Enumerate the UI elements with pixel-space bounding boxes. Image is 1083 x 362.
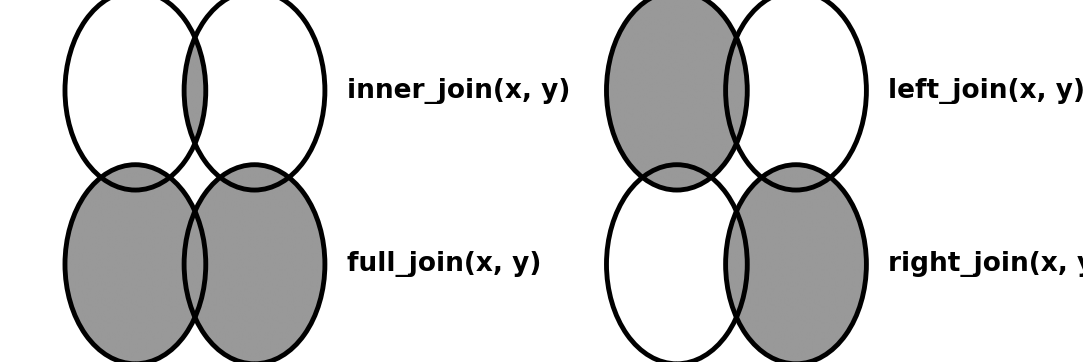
Text: inner_join(x, y): inner_join(x, y): [347, 77, 570, 104]
Text: right_join(x, y): right_join(x, y): [888, 251, 1083, 277]
Text: left_join(x, y): left_join(x, y): [888, 77, 1083, 104]
Text: full_join(x, y): full_join(x, y): [347, 251, 540, 277]
